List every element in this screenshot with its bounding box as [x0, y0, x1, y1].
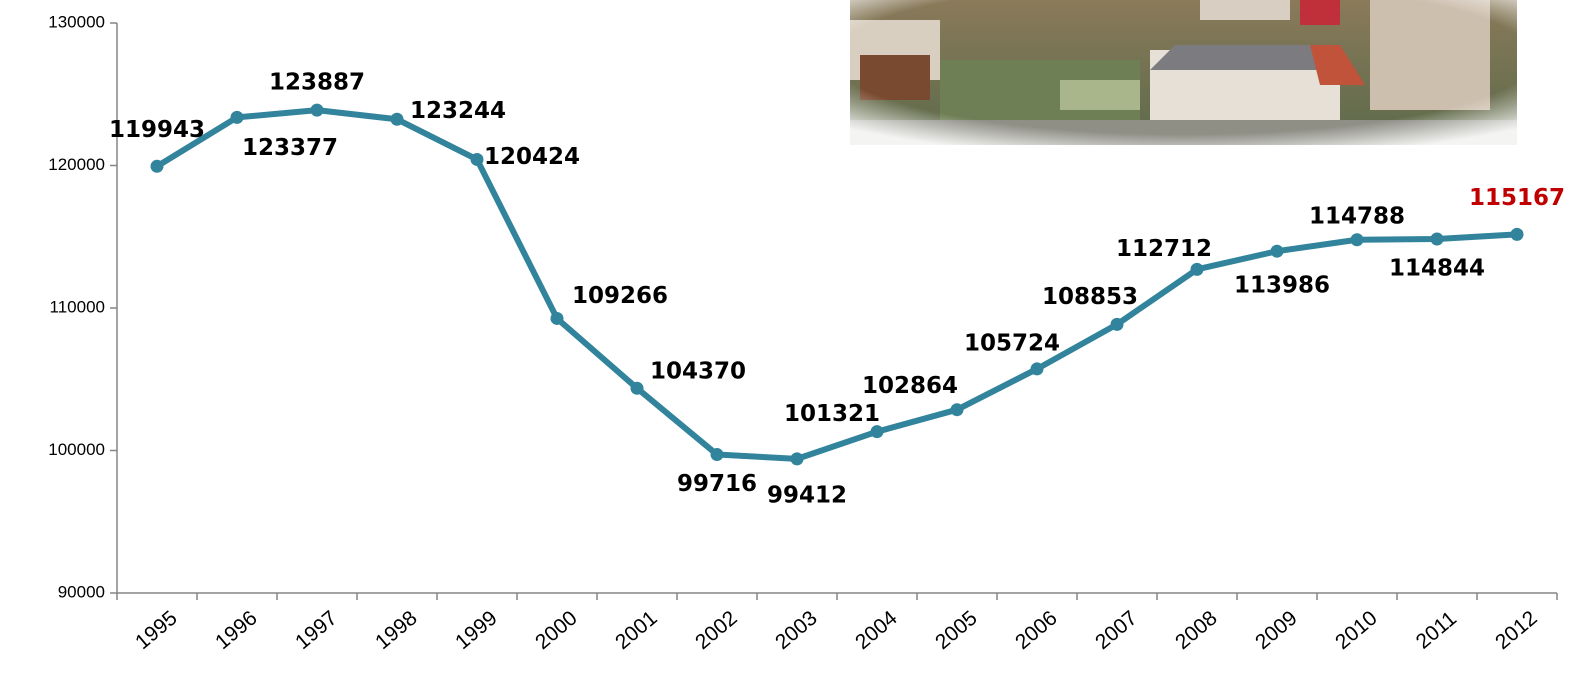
- x-tick-label: 2009: [1251, 606, 1302, 654]
- value-label: 112712: [1116, 236, 1212, 262]
- x-tick-label: 2007: [1091, 606, 1142, 654]
- point: [710, 448, 724, 462]
- value-label: 123887: [269, 70, 365, 96]
- point: [390, 112, 404, 126]
- point: [950, 403, 964, 417]
- x-tick-label: 2002: [691, 606, 742, 654]
- x-tick-label: 1996: [211, 606, 262, 654]
- value-label: 109266: [572, 283, 668, 309]
- x-tick-label: 1998: [371, 606, 422, 654]
- point: [630, 381, 644, 395]
- x-tick-label: 2005: [931, 606, 982, 654]
- value-label: 101321: [784, 401, 880, 427]
- value-label: 104370: [650, 359, 746, 385]
- value-label: 105724: [964, 330, 1060, 356]
- value-label: 123244: [410, 98, 506, 124]
- y-tick-label: 110000: [50, 297, 105, 316]
- x-tick-label: 2010: [1331, 606, 1382, 654]
- x-tick-label: 2001: [611, 606, 662, 654]
- y-tick-label: 130000: [48, 12, 105, 31]
- series-line: [155, 107, 1518, 462]
- point: [1510, 227, 1524, 241]
- x-tick-label: 2004: [851, 606, 902, 654]
- x-tick-label: 1995: [131, 606, 182, 654]
- point: [870, 425, 884, 439]
- x-tick-label: 2006: [1011, 606, 1062, 654]
- point: [1270, 244, 1284, 258]
- y-tick-label: 90000: [58, 582, 105, 601]
- value-label: 102864: [862, 373, 958, 399]
- y-tick-label: 100000: [48, 440, 105, 459]
- value-label: 108853: [1042, 284, 1138, 310]
- point: [790, 452, 804, 466]
- value-label: 114788: [1309, 203, 1405, 229]
- value-label: 114844: [1389, 255, 1485, 281]
- point: [150, 159, 164, 173]
- value-label: 99412: [767, 482, 847, 508]
- point: [1430, 232, 1444, 246]
- value-label: 123377: [242, 135, 338, 161]
- point: [550, 311, 564, 325]
- x-tick-label: 2011: [1412, 607, 1461, 654]
- y-tick-label: 120000: [48, 155, 105, 174]
- point: [1350, 233, 1364, 247]
- x-tick-label: 1999: [451, 606, 502, 654]
- x-tick-label: 2000: [531, 606, 582, 654]
- value-label: 113986: [1234, 273, 1330, 299]
- point: [310, 103, 324, 117]
- value-label: 119943: [109, 117, 205, 143]
- point: [1110, 317, 1124, 331]
- x-tick-label: 2012: [1491, 606, 1542, 654]
- value-label: 120424: [484, 144, 580, 170]
- point: [1030, 362, 1044, 376]
- point: [230, 110, 244, 124]
- x-tick-label: 1997: [291, 606, 342, 654]
- x-tick-label: 2003: [771, 606, 822, 654]
- point: [470, 152, 484, 166]
- point: [1190, 262, 1204, 276]
- x-tick-label: 2008: [1171, 606, 1222, 654]
- value-label: 99716: [677, 471, 757, 497]
- photo: [850, 0, 1517, 145]
- value-label: 115167: [1469, 185, 1565, 211]
